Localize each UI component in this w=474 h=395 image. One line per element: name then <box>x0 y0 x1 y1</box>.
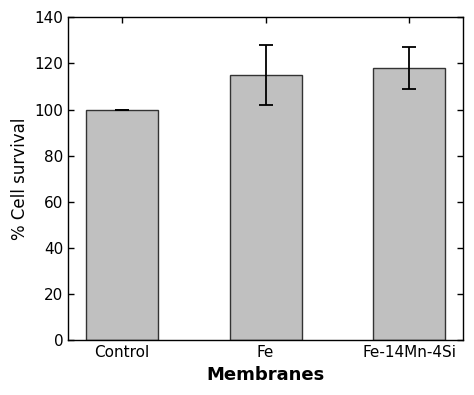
Y-axis label: % Cell survival: % Cell survival <box>11 118 29 240</box>
Bar <box>230 75 301 340</box>
Bar <box>86 109 158 340</box>
Bar <box>373 68 445 340</box>
X-axis label: Membranes: Membranes <box>207 366 325 384</box>
